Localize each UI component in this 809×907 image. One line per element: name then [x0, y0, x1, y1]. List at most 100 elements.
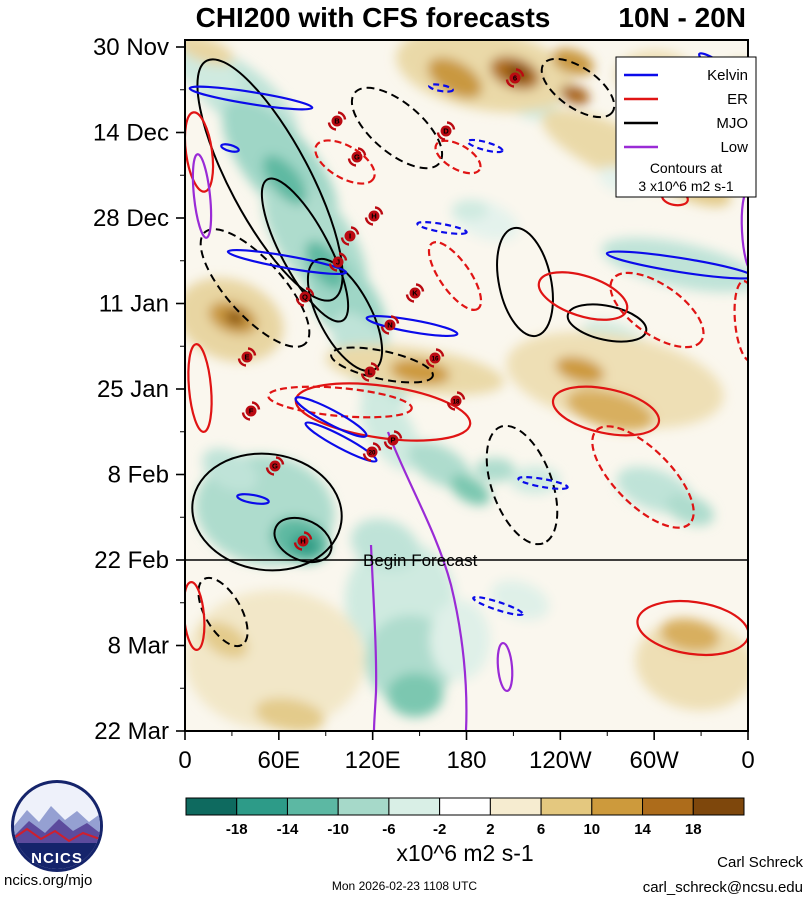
wave-contour-M	[566, 303, 648, 343]
x-tick-label: 60E	[257, 747, 300, 774]
author-name: Carl Schreck	[717, 854, 803, 871]
wave-contour-K	[428, 83, 454, 93]
wave-contour-E	[609, 271, 705, 349]
y-tick-label: 22 Mar	[94, 718, 169, 745]
storm-marker-I: I	[340, 226, 360, 246]
storm-marker-16: 16	[425, 348, 445, 368]
colorbar-tick-label: -10	[327, 821, 349, 838]
logo-zigzag-icon	[14, 827, 100, 843]
wave-contour-L	[496, 641, 514, 693]
y-tick-label: 25 Jan	[97, 376, 169, 403]
x-tick-label: 60W	[629, 747, 679, 774]
wave-contour-M	[496, 226, 554, 338]
wave-contour-path-L	[369, 544, 378, 731]
x-tick-label: 180	[446, 747, 486, 774]
storm-marker-6: 6	[505, 68, 525, 88]
svg-text:B: B	[334, 117, 340, 126]
storm-marker-H: H	[293, 531, 313, 551]
svg-text:Q: Q	[302, 293, 308, 302]
storm-marker-G: G	[265, 456, 285, 476]
colorbar-swatch	[540, 797, 593, 816]
svg-text:K: K	[412, 289, 418, 298]
colorbar-tick-label: -2	[433, 821, 446, 838]
svg-text:18: 18	[453, 399, 460, 406]
wave-contour-E	[434, 139, 482, 175]
legend-label-low: Low	[720, 139, 748, 156]
colorbar-tick-label: 6	[537, 821, 545, 838]
storm-marker-J: J	[328, 252, 348, 272]
wave-contour-K	[188, 85, 314, 111]
svg-text:E: E	[244, 353, 249, 362]
colorbar-units-label: x10^6 m2 s-1	[396, 840, 533, 866]
wave-contour-K	[416, 221, 468, 235]
legend-note-line1: Contours at	[650, 160, 722, 176]
svg-text:F: F	[249, 407, 254, 416]
colorbar-swatch	[185, 797, 238, 816]
colorbar-swatch	[591, 797, 644, 816]
legend: Kelvin ER MJO Low Contours at 3 x10^6 m2…	[615, 56, 757, 198]
ncics-logo: NCICS	[11, 780, 103, 872]
storm-marker-L: L	[360, 362, 380, 382]
y-tick-label: 11 Jan	[99, 291, 169, 318]
storm-marker-D: D	[436, 121, 456, 141]
x-tick-label: 0	[178, 747, 191, 774]
colorbar: -18 -14 -10 -6 -2 2 6 10 14 18	[185, 797, 745, 838]
storm-marker-H: H	[364, 206, 384, 226]
wave-contour-M	[197, 576, 249, 648]
colorbar-swatch	[337, 797, 390, 816]
wave-contour-K	[517, 476, 569, 490]
svg-text:G: G	[354, 153, 360, 162]
storm-marker-P: P	[383, 430, 403, 450]
chart-title: CHI200 with CFS forecasts	[196, 2, 551, 33]
colorbar-tick-label: 18	[685, 821, 702, 838]
legend-label-kelvin: Kelvin	[707, 67, 748, 84]
svg-text:20: 20	[369, 450, 376, 457]
storm-marker-18: 18	[446, 391, 466, 411]
y-tick-label: 22 Feb	[94, 547, 169, 574]
wave-contour-K	[294, 396, 368, 438]
wave-contour-M	[260, 177, 350, 323]
svg-text:I: I	[349, 232, 351, 241]
y-tick-label: 14 Dec	[93, 120, 169, 147]
colorbar-swatch	[388, 797, 441, 816]
colorbar-tick-label: 10	[583, 821, 600, 838]
wave-contour-K	[220, 143, 240, 153]
wave-contour-K	[226, 248, 348, 276]
colorbar-tick-label: 2	[486, 821, 494, 838]
author-email: carl_schreck@ncsu.edu	[642, 879, 803, 896]
colorbar-tick-label: -6	[382, 821, 395, 838]
legend-label-er: ER	[727, 91, 748, 108]
colorbar-tick-label: -14	[277, 821, 299, 838]
x-tick-label: 120W	[529, 747, 592, 774]
colorbar-swatch	[642, 797, 694, 816]
wave-contour-M	[196, 58, 344, 302]
svg-text:D: D	[443, 127, 449, 136]
wave-contour-E	[185, 581, 206, 651]
legend-box	[615, 56, 757, 198]
wave-contour-E	[185, 111, 215, 193]
wave-contour-M	[199, 228, 311, 348]
y-tick-label: 28 Dec	[93, 205, 169, 232]
svg-text:N: N	[387, 321, 392, 330]
wave-contour-K	[472, 596, 524, 616]
wave-contour-M	[330, 346, 434, 384]
svg-text:P: P	[390, 436, 395, 445]
colorbar-tick-label: -18	[226, 821, 248, 838]
site-url: ncics.org/mjo	[4, 872, 93, 889]
colorbar-swatch	[286, 797, 339, 816]
y-tick-label: 8 Feb	[108, 462, 169, 489]
wave-contour-E	[427, 241, 483, 311]
storm-marker-B: B	[327, 111, 347, 131]
storm-marker-Q: Q	[295, 287, 315, 307]
storm-marker-20: 20	[362, 442, 382, 462]
logo-text: NCICS	[31, 850, 83, 867]
wave-contour-K	[304, 421, 378, 463]
legend-note-line2: 3 x10^6 m2 s-1	[638, 178, 733, 194]
svg-text:H: H	[300, 537, 305, 546]
wave-contour-E	[267, 385, 413, 419]
colorbar-swatch	[439, 797, 491, 816]
y-tick-label: 8 Mar	[108, 633, 169, 660]
svg-text:L: L	[368, 368, 373, 377]
logo-mountains-front-icon	[14, 819, 100, 850]
latitude-range-label: 10N - 20N	[618, 2, 746, 33]
